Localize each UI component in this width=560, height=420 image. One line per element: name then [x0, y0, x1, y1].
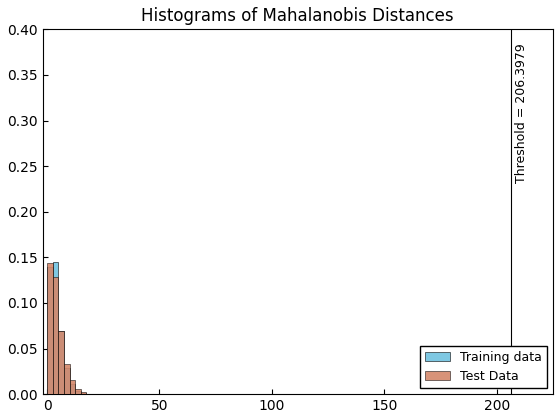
Bar: [64, 365, 69, 394]
Bar: [58, 331, 64, 394]
Bar: [64, 368, 69, 394]
Bar: [53, 276, 58, 394]
Text: Threshold = 206.3979: Threshold = 206.3979: [515, 43, 528, 183]
Bar: [75, 389, 81, 394]
Legend: Training data, Test Data: Training data, Test Data: [420, 346, 547, 388]
Bar: [47, 263, 53, 394]
Bar: [58, 331, 64, 394]
Bar: [53, 262, 58, 394]
Bar: [75, 391, 81, 394]
Bar: [69, 384, 75, 394]
Bar: [69, 380, 75, 394]
Bar: [47, 267, 53, 394]
Bar: [81, 393, 86, 394]
Bar: [81, 392, 86, 394]
Title: Histograms of Mahalanobis Distances: Histograms of Mahalanobis Distances: [142, 7, 454, 25]
